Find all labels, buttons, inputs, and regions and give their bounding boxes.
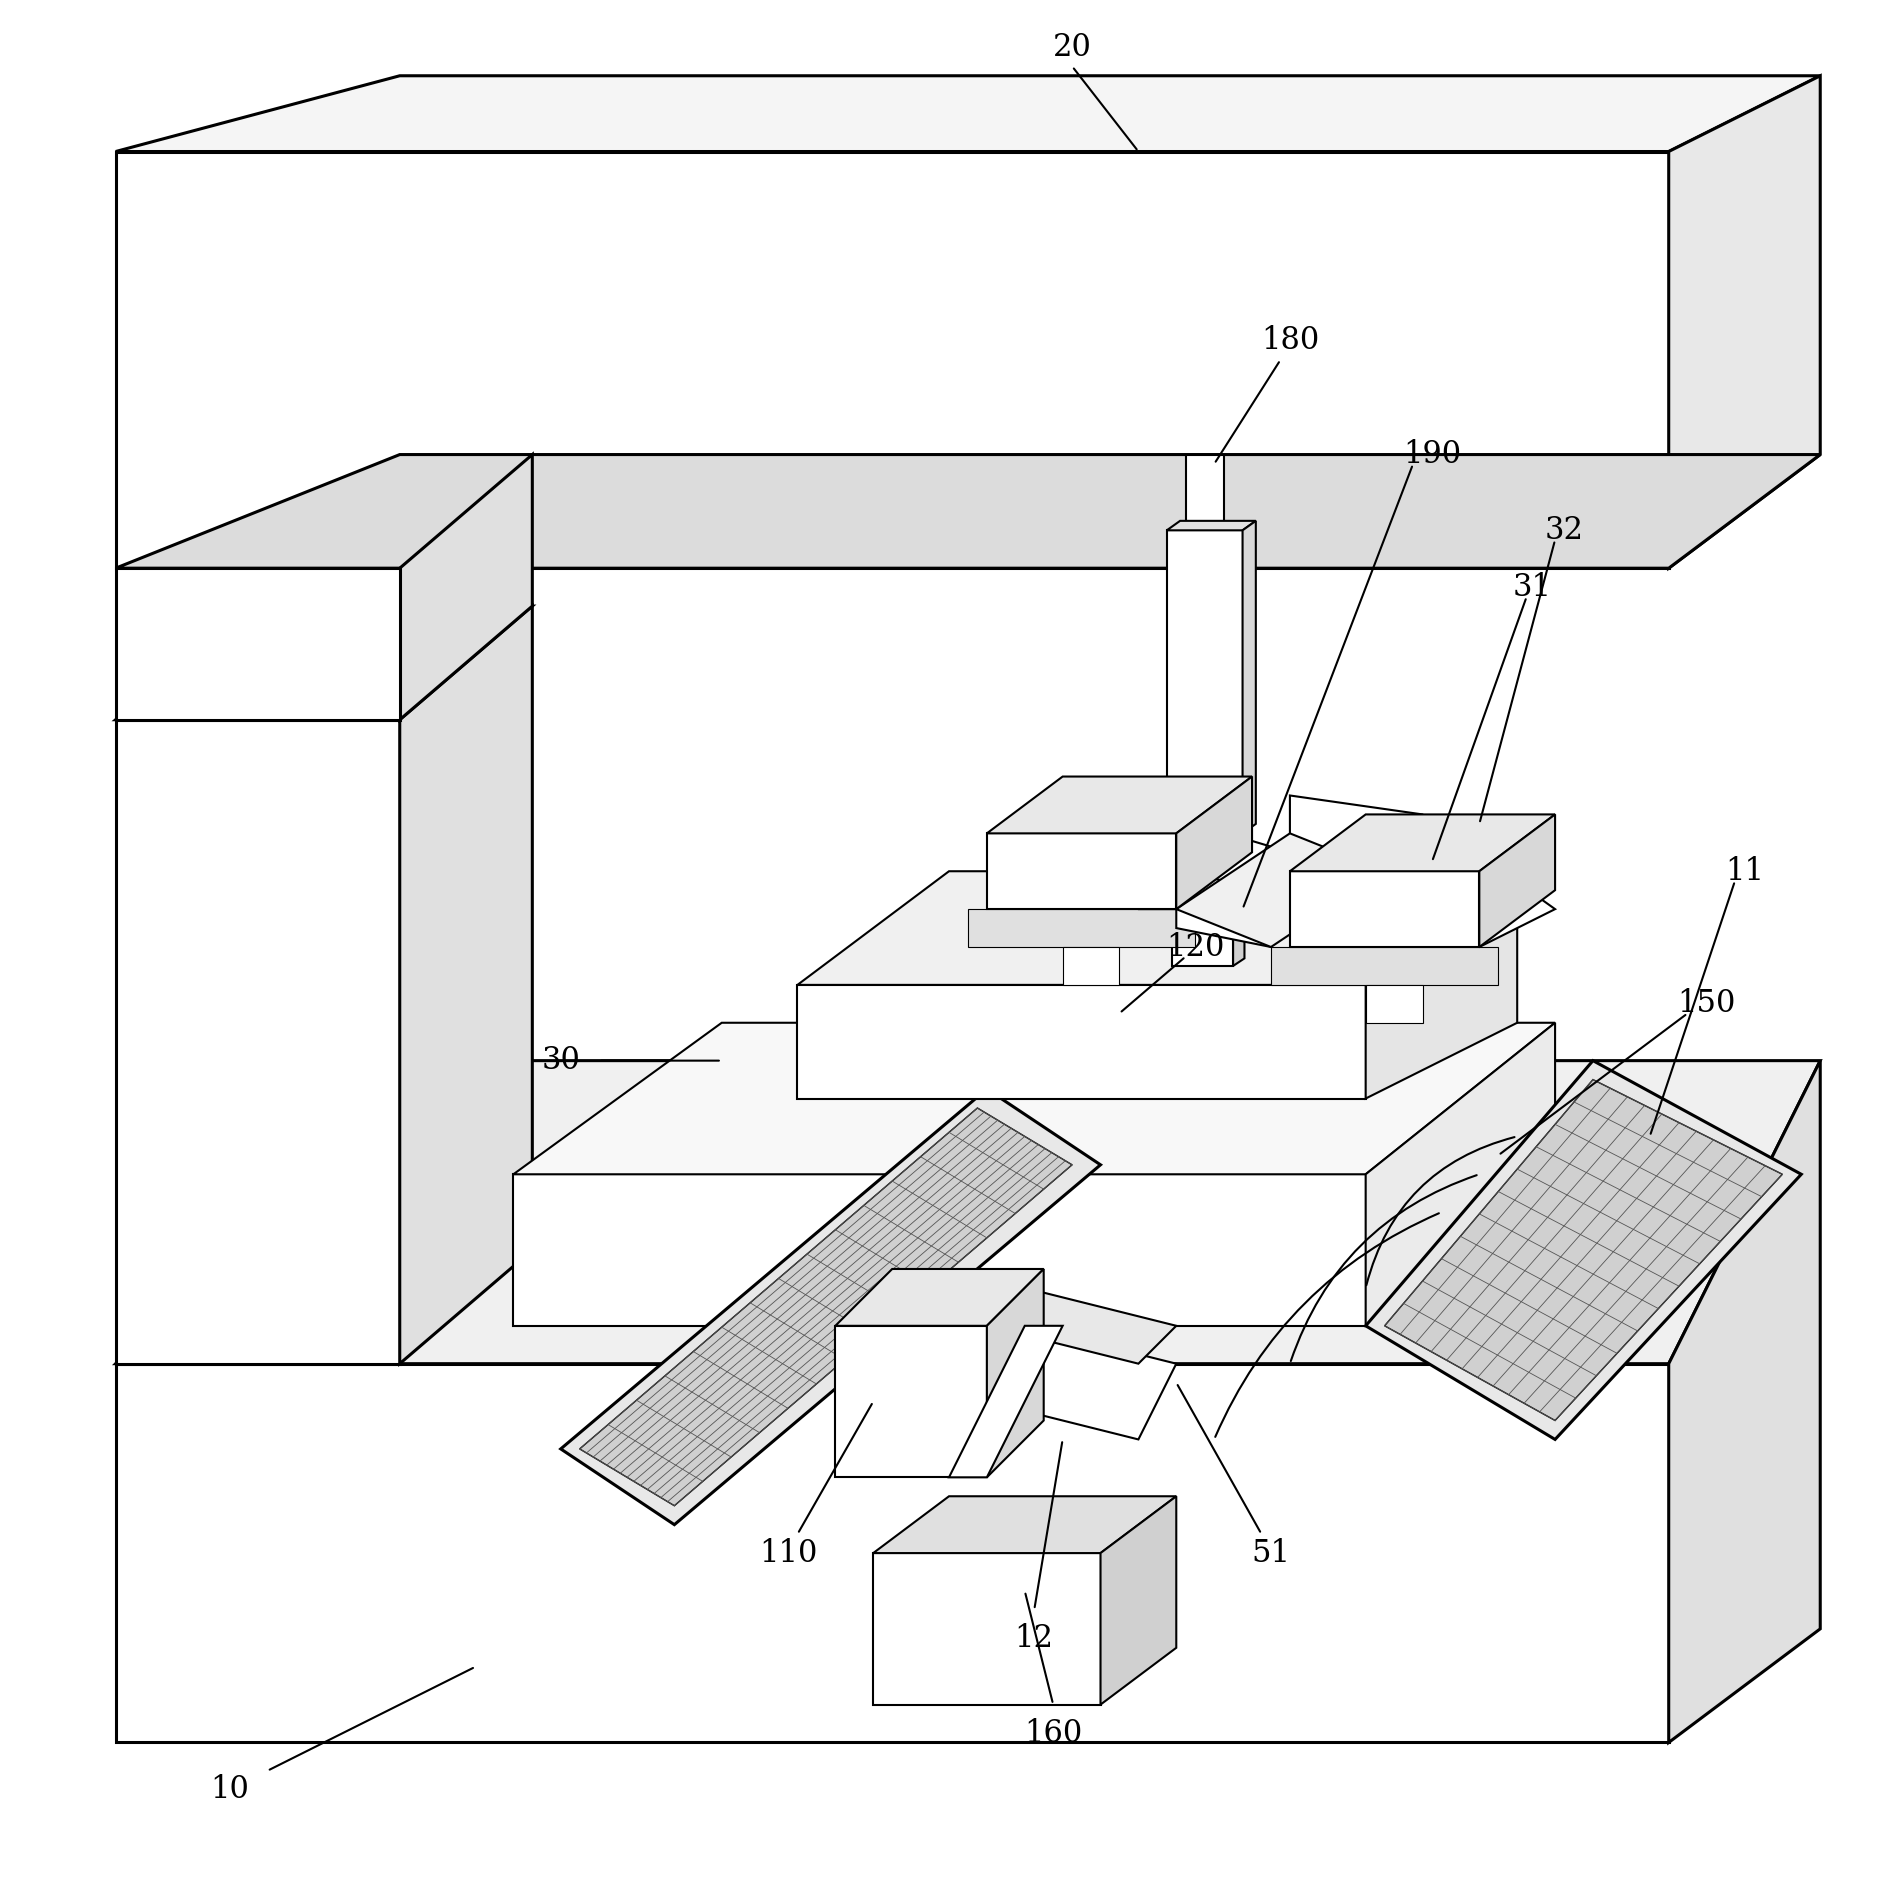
Polygon shape (987, 1288, 1177, 1364)
Text: 110: 110 (759, 1538, 818, 1568)
Polygon shape (873, 1553, 1101, 1705)
Polygon shape (400, 455, 531, 720)
Text: 30: 30 (541, 1045, 581, 1076)
Text: 11: 11 (1725, 856, 1763, 886)
Text: 31: 31 (1513, 572, 1553, 602)
Polygon shape (1243, 521, 1256, 833)
Polygon shape (1479, 814, 1554, 947)
Polygon shape (1219, 826, 1230, 909)
Polygon shape (968, 909, 1196, 947)
Polygon shape (987, 777, 1253, 833)
Polygon shape (116, 568, 400, 720)
Polygon shape (1101, 1496, 1177, 1705)
Polygon shape (835, 1326, 987, 1477)
Text: 10: 10 (211, 1775, 249, 1805)
Polygon shape (400, 606, 531, 1364)
Polygon shape (1668, 76, 1820, 568)
Text: 32: 32 (1545, 515, 1585, 545)
Polygon shape (797, 871, 1517, 985)
Polygon shape (987, 833, 1177, 909)
Text: 20: 20 (1053, 32, 1091, 63)
Polygon shape (987, 1269, 1044, 1477)
Polygon shape (1367, 1061, 1801, 1439)
Polygon shape (949, 1326, 1063, 1477)
Polygon shape (1367, 1023, 1554, 1326)
Polygon shape (1167, 530, 1243, 833)
Polygon shape (1186, 455, 1224, 530)
Polygon shape (797, 985, 1367, 1099)
Polygon shape (1063, 947, 1120, 985)
Polygon shape (1177, 871, 1272, 947)
Polygon shape (1177, 777, 1253, 909)
Text: 190: 190 (1403, 439, 1461, 470)
Polygon shape (116, 1364, 1668, 1742)
Polygon shape (1668, 1061, 1820, 1742)
Polygon shape (1234, 902, 1245, 966)
Polygon shape (987, 1326, 1177, 1439)
Text: 160: 160 (1025, 1718, 1082, 1748)
Polygon shape (1044, 795, 1291, 909)
Polygon shape (116, 152, 1668, 568)
Polygon shape (116, 76, 1820, 152)
Polygon shape (579, 1108, 1072, 1506)
Polygon shape (560, 1089, 1101, 1525)
Polygon shape (1291, 871, 1479, 947)
Polygon shape (1291, 795, 1554, 947)
Polygon shape (116, 606, 531, 720)
Polygon shape (1367, 871, 1517, 1099)
Text: 12: 12 (1015, 1623, 1053, 1653)
Polygon shape (1173, 909, 1234, 966)
Polygon shape (512, 1174, 1367, 1326)
Text: 180: 180 (1260, 326, 1319, 356)
Polygon shape (1192, 833, 1219, 909)
Polygon shape (1272, 947, 1498, 985)
Text: 150: 150 (1678, 989, 1737, 1019)
Polygon shape (1291, 814, 1554, 871)
Text: 51: 51 (1251, 1538, 1291, 1568)
Text: 120: 120 (1165, 932, 1224, 962)
Polygon shape (1177, 833, 1386, 947)
Polygon shape (116, 1061, 1820, 1364)
Polygon shape (1367, 985, 1422, 1023)
Polygon shape (116, 455, 1820, 568)
Polygon shape (873, 1496, 1177, 1553)
Polygon shape (1386, 1080, 1782, 1420)
Polygon shape (835, 1269, 1044, 1326)
Polygon shape (116, 720, 400, 1364)
Polygon shape (1167, 521, 1256, 530)
Polygon shape (512, 1023, 1554, 1174)
